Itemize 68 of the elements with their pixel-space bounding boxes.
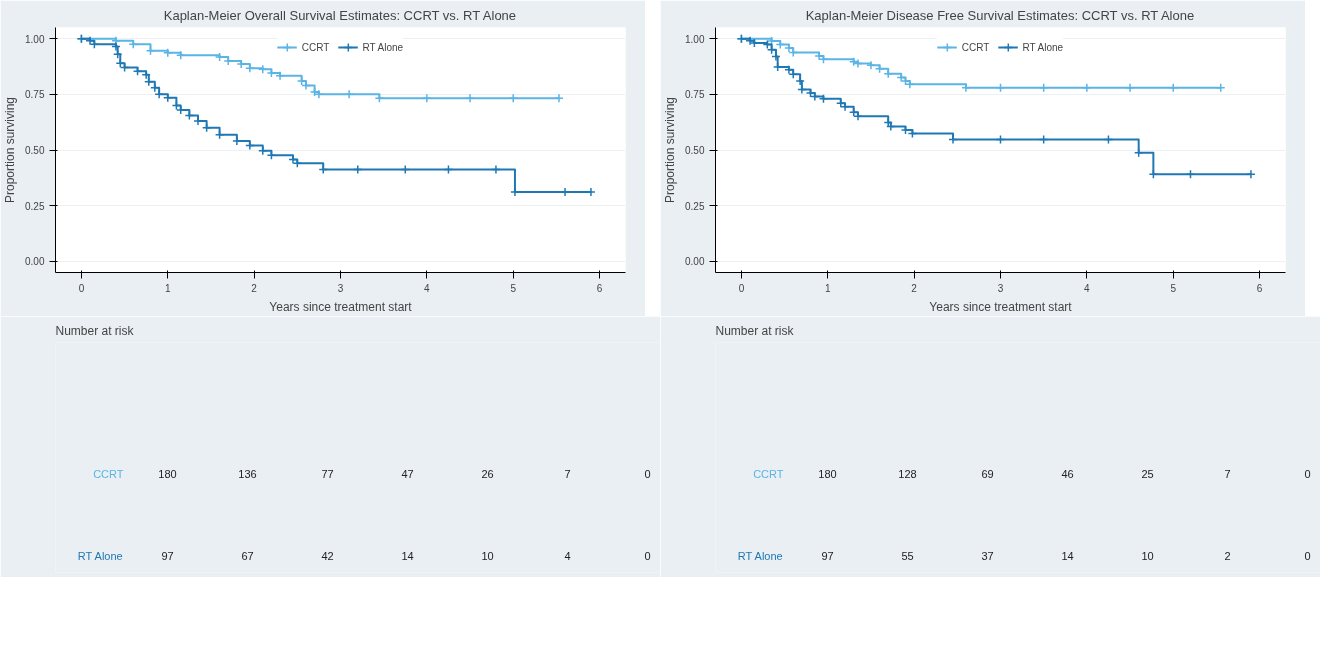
text: 77: [321, 467, 334, 480]
text: 136: [238, 467, 257, 480]
text: Number at risk: [715, 323, 795, 338]
x-tick-label: 5: [510, 282, 517, 294]
y-tick-label: 1.00: [685, 33, 705, 45]
x-tick-label: 3: [997, 282, 1004, 294]
x-axis-title: Years since treatment start: [929, 299, 1073, 314]
text: 10: [481, 550, 494, 563]
text: 69: [981, 467, 994, 480]
y-tick-label: 1.00: [25, 33, 45, 45]
category-label: CCRT: [93, 467, 124, 480]
y-tick-label: 0.25: [25, 200, 45, 212]
legend-label: RT Alone: [1022, 41, 1064, 53]
x-tick-label: 4: [424, 282, 431, 294]
text: 47: [401, 467, 414, 480]
y-axis-title: Proportion surviving: [3, 96, 18, 204]
legend-label: RT Alone: [362, 41, 404, 53]
x-tick-label: 2: [251, 282, 258, 294]
category-label: RT Alone: [77, 550, 123, 563]
x-tick-label: 0: [78, 282, 85, 294]
y-tick-label: 0.00: [685, 256, 705, 268]
legend-label: CCRT: [961, 41, 990, 53]
text: 0: [1304, 467, 1311, 480]
y-tick-label: 0.00: [25, 256, 45, 268]
x-tick-label: 0: [738, 282, 745, 294]
chart-title: Kaplan-Meier Disease Free Survival Estimates: CCRT vs. RT Alone: [805, 7, 1195, 23]
text: 37: [981, 550, 994, 563]
text: 7: [1224, 467, 1231, 480]
text: 26: [481, 467, 494, 480]
text: 180: [818, 467, 837, 480]
legend-label: CCRT: [301, 41, 330, 53]
text: 10: [1141, 550, 1154, 563]
text: 67: [241, 550, 254, 563]
y-axis-title: Proportion surviving: [663, 96, 678, 204]
x-axis-title: Years since treatment start: [269, 299, 413, 314]
y-tick-label: 0.25: [685, 200, 705, 212]
x-tick-label: 4: [1084, 282, 1091, 294]
y-tick-label: 0.75: [25, 89, 45, 101]
y-tick-label: 0.50: [685, 145, 705, 156]
text: 46: [1061, 467, 1074, 480]
text: 42: [321, 550, 334, 563]
category-label: RT Alone: [737, 550, 783, 563]
text: 14: [401, 550, 414, 563]
category-label: CCRT: [753, 467, 784, 480]
text: 180: [158, 467, 177, 480]
text: 0: [644, 467, 651, 480]
text: 97: [161, 550, 174, 563]
text: 97: [821, 550, 834, 563]
text: 55: [901, 550, 914, 563]
text: 14: [1061, 550, 1074, 563]
x-tick-label: 6: [1256, 282, 1263, 294]
x-tick-label: 5: [1170, 282, 1177, 294]
text: 0: [1304, 550, 1311, 563]
text: 128: [898, 467, 917, 480]
x-tick-label: 3: [337, 282, 344, 294]
text: 2: [1224, 550, 1231, 563]
chart-title: Kaplan-Meier Overall Survival Estimates: CCRT vs. RT Alone: [163, 7, 517, 23]
text: 4: [564, 550, 571, 563]
y-tick-label: 0.75: [685, 89, 705, 101]
text: 7: [564, 467, 571, 480]
text: 25: [1141, 467, 1154, 480]
y-tick-label: 0.50: [25, 145, 45, 156]
x-tick-label: 6: [596, 282, 603, 294]
x-tick-label: 1: [824, 282, 831, 294]
text: Number at risk: [55, 323, 135, 338]
text: 0: [644, 550, 651, 563]
x-tick-label: 1: [164, 282, 171, 294]
x-tick-label: 2: [911, 282, 918, 294]
